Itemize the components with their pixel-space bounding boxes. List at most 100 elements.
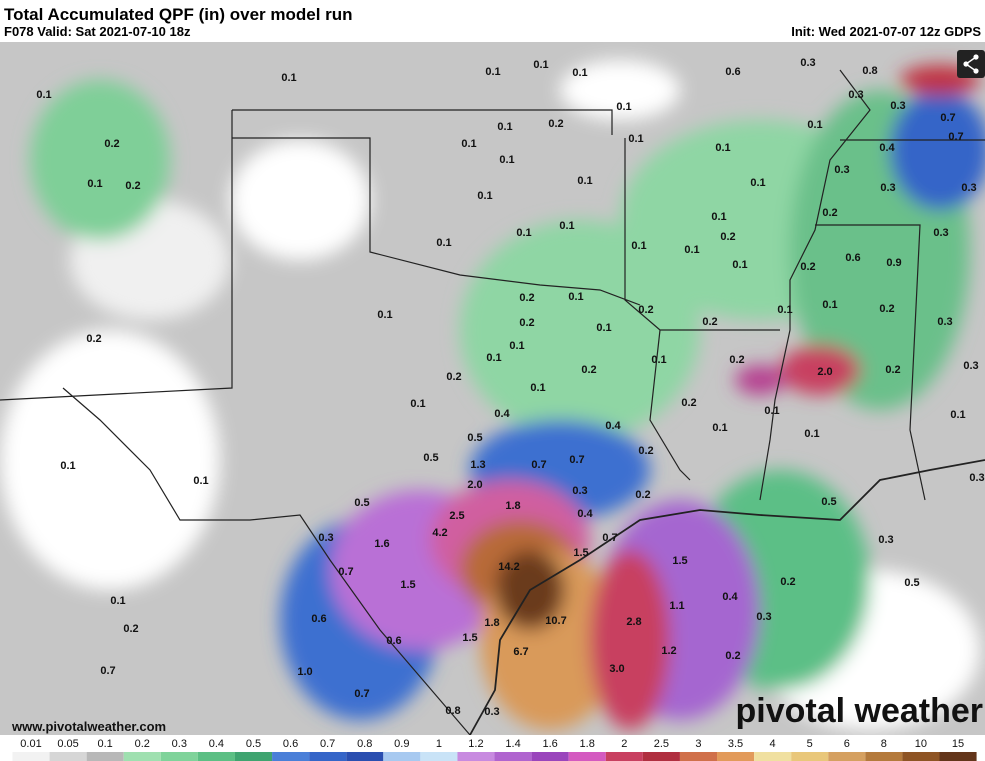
value-label: 0.3 [878, 534, 893, 546]
value-label: 0.1 [461, 138, 476, 150]
colorbar-swatch [717, 752, 755, 761]
value-label: 0.2 [681, 397, 696, 409]
colorbar-label: 2 [621, 738, 627, 750]
value-label: 14.2 [498, 561, 519, 573]
value-label: 0.1 [764, 405, 779, 417]
value-label: 0.1 [485, 66, 500, 78]
borders [0, 69, 985, 736]
value-label: 1.3 [470, 459, 485, 471]
value-label: 0.3 [890, 100, 905, 112]
value-label: 0.5 [467, 432, 482, 444]
colorbar-swatch [568, 752, 606, 761]
value-label: 0.2 [104, 138, 119, 150]
colorbar-swatch [272, 752, 310, 761]
colorbar-label: 1.6 [542, 738, 557, 750]
colorbar-label: 0.9 [394, 738, 409, 750]
colorbar-label: 0.8 [357, 738, 372, 750]
value-label: 0.1 [87, 178, 102, 190]
value-label: 0.1 [804, 428, 819, 440]
value-label: 0.1 [596, 322, 611, 334]
value-label: 0.1 [533, 59, 548, 71]
value-label: 0.1 [530, 382, 545, 394]
value-label: 0.1 [651, 354, 666, 366]
colorbar-swatch [12, 752, 50, 761]
colorbar-label: 0.4 [209, 738, 224, 750]
value-label: 1.0 [297, 666, 312, 678]
value-label: 0.2 [125, 180, 140, 192]
colorbar-label: 0.01 [20, 738, 41, 750]
value-label: 0.1 [631, 240, 646, 252]
value-label: 1.8 [505, 500, 520, 512]
value-label: 0.8 [862, 65, 877, 77]
value-label: 2.0 [467, 479, 482, 491]
colorbar-swatch [234, 752, 273, 761]
value-label: 0.1 [36, 89, 51, 101]
value-label: 0.1 [950, 409, 965, 421]
value-label: 0.2 [879, 303, 894, 315]
colorbar-label: 5 [807, 738, 813, 750]
value-label: 0.1 [497, 121, 512, 133]
colorbar-swatch [420, 752, 458, 761]
value-label: 0.5 [423, 452, 438, 464]
value-label: 0.4 [879, 142, 895, 154]
value-label: 0.2 [548, 118, 563, 130]
share-button[interactable] [957, 50, 985, 78]
value-label: 0.1 [750, 177, 765, 189]
colorbar-swatch [679, 752, 718, 761]
value-label: 0.5 [821, 496, 836, 508]
value-label: 1.5 [400, 579, 415, 591]
value-label: 0.3 [937, 316, 952, 328]
init-time: Init: Wed 2021-07-07 12z GDPS [791, 24, 981, 39]
colorbar-label: 0.7 [320, 738, 335, 750]
logo: pivotal weather [735, 692, 983, 730]
value-label: 0.3 [800, 57, 815, 69]
site-url: www.pivotalweather.com [11, 719, 166, 734]
value-label: 1.1 [669, 600, 684, 612]
value-label: 10.7 [545, 615, 566, 627]
value-label: 0.1 [711, 211, 726, 223]
value-label: 0.3 [969, 472, 984, 484]
value-label: 0.5 [354, 497, 369, 509]
value-label: 0.2 [638, 445, 653, 457]
value-label: 0.1 [281, 72, 296, 84]
value-label: 1.5 [573, 547, 588, 559]
value-label: 0.3 [961, 182, 976, 194]
value-label: 0.2 [519, 317, 534, 329]
value-label: 2.5 [449, 510, 464, 522]
value-label: 6.7 [513, 646, 528, 658]
value-label: 0.2 [885, 364, 900, 376]
colorbar-label: 8 [881, 738, 887, 750]
colorbar-swatch [197, 752, 235, 761]
value-label: 0.3 [572, 485, 587, 497]
colorbar-swatch [383, 752, 421, 761]
value-label: 0.1 [436, 237, 451, 249]
colorbar-label: 6 [844, 738, 850, 750]
value-label: 2.0 [817, 366, 832, 378]
value-label: 0.1 [712, 422, 727, 434]
colorbar-label: 15 [952, 738, 964, 750]
colorbar-swatch [457, 752, 495, 761]
colorbar-label: 3 [695, 738, 701, 750]
value-label: 0.2 [638, 304, 653, 316]
value-label: 1.6 [374, 538, 389, 550]
value-label: 0.1 [568, 291, 583, 303]
value-label: 0.3 [933, 227, 948, 239]
value-label: 0.2 [702, 316, 717, 328]
value-label: 0.2 [581, 364, 596, 376]
value-label: 0.3 [848, 89, 863, 101]
colorbar-swatch [865, 752, 903, 761]
value-label: 0.4 [605, 420, 621, 432]
value-label: 0.1 [628, 133, 643, 145]
colorbar-swatch [605, 752, 643, 761]
colorbar-swatch [791, 752, 829, 761]
value-label: 0.3 [756, 611, 771, 623]
title: Total Accumulated QPF (in) over model ru… [4, 5, 353, 24]
value-label: 0.4 [494, 408, 510, 420]
value-label: 0.1 [486, 352, 501, 364]
colorbar-label: 2.5 [654, 738, 669, 750]
value-label: 0.7 [100, 665, 115, 677]
value-label: 0.1 [193, 475, 208, 487]
value-label: 0.1 [684, 244, 699, 256]
value-label: 2.8 [626, 616, 641, 628]
